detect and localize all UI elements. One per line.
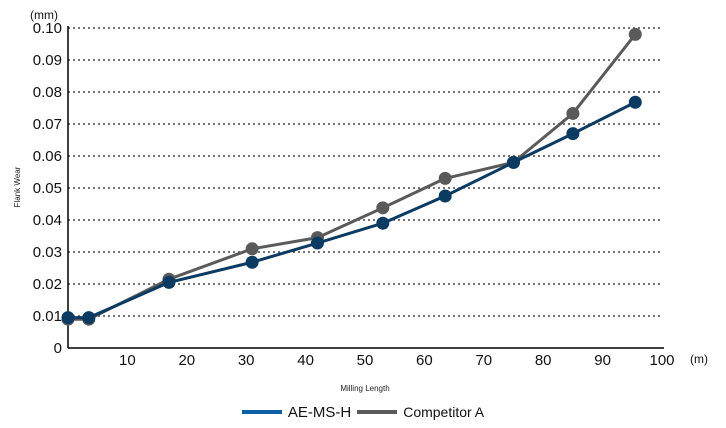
x-tick-label: 40 — [297, 352, 314, 369]
legend: AE-MS-H Competitor A — [0, 400, 726, 424]
y-axis-title: Flank Wear — [13, 166, 22, 207]
legend-swatch-ae-ms-h — [241, 410, 282, 414]
y-tick-label: 0.04 — [33, 212, 62, 229]
y-tick-label: 0.08 — [33, 84, 62, 101]
data-point-ae-ms-h — [82, 311, 96, 325]
data-point-competitor-a — [438, 171, 452, 185]
legend-item-ae-ms-h: AE-MS-H — [241, 403, 352, 421]
y-tick-label: 0.03 — [33, 244, 62, 261]
flank-wear-chart: 0 0.01 0.02 0.03 0.04 0.05 0.06 0.07 0.08 0.09 0.1… — [13, 8, 708, 393]
series-line-ae-ms-h — [68, 100, 636, 320]
legend-label-ae-ms-h: AE-MS-H — [287, 403, 352, 421]
series-layer — [61, 27, 642, 326]
tick-labels: 0 0.01 0.02 0.03 0.04 0.05 0.06 0.07 0.08 0.09 0.1… — [33, 20, 675, 369]
x-unit-label: (m) — [690, 352, 708, 366]
x-tick-label: 100 — [649, 352, 674, 369]
y-tick-label: 0.02 — [33, 276, 62, 293]
data-point-ae-ms-h — [628, 95, 642, 109]
x-tick-label: 10 — [119, 352, 136, 369]
y-tick-label: 0.05 — [33, 180, 62, 197]
data-point-competitor-a — [566, 106, 580, 120]
series-line-competitor-a — [68, 33, 637, 321]
grid-lines — [68, 27, 662, 317]
data-point-ae-ms-h — [507, 155, 520, 169]
x-axis-title: Milling Length — [340, 384, 389, 393]
legend-label-competitor-a: Competitor A — [403, 404, 485, 420]
data-point-ae-ms-h — [438, 189, 452, 203]
y-unit-label: (mm) — [30, 8, 58, 22]
y-tick-label: 0.10 — [33, 20, 62, 37]
data-point-competitor-a — [628, 27, 642, 41]
axes — [67, 26, 664, 349]
data-point-ae-ms-h — [245, 255, 259, 269]
y-tick-label: 0.09 — [33, 52, 62, 69]
x-tick-label: 60 — [416, 352, 433, 369]
legend-item-competitor-a: Competitor A — [357, 404, 484, 420]
y-tick-label: 0.06 — [33, 148, 62, 165]
x-tick-label: 70 — [475, 352, 492, 369]
data-point-ae-ms-h — [162, 275, 176, 289]
data-point-ae-ms-h — [61, 311, 75, 325]
y-tick-label: 0.07 — [33, 116, 62, 133]
data-point-ae-ms-h — [310, 236, 324, 250]
x-tick-label: 50 — [357, 352, 374, 369]
data-point-competitor-a — [376, 201, 390, 215]
data-point-ae-ms-h — [566, 127, 580, 141]
x-tick-label: 80 — [535, 352, 552, 369]
x-tick-label: 90 — [594, 352, 611, 369]
y-tick-label: 0 — [54, 340, 62, 357]
x-tick-label: 30 — [238, 352, 255, 369]
data-point-competitor-a — [245, 242, 259, 256]
x-tick-label: 20 — [178, 352, 195, 369]
y-tick-label: 0.01 — [33, 308, 62, 325]
data-point-ae-ms-h — [376, 216, 390, 230]
legend-swatch-competitor-a — [357, 410, 398, 414]
